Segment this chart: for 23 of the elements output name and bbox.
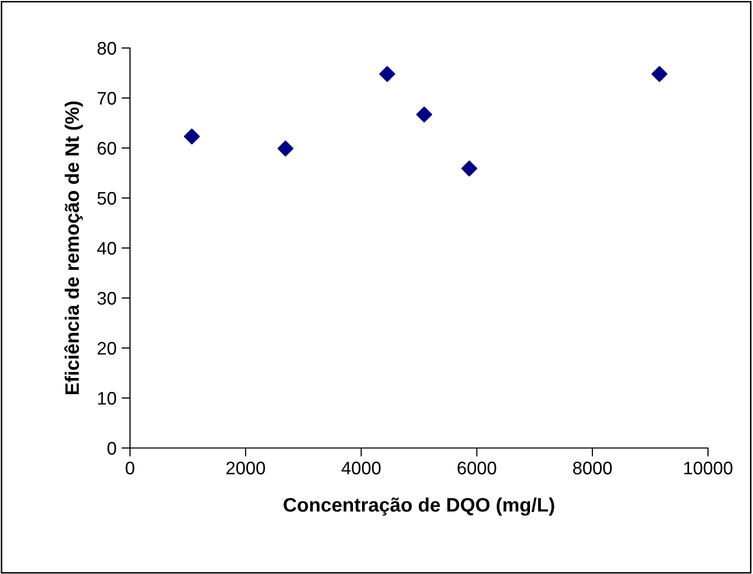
y-tick-label: 0 [107,442,116,455]
x-tick-label: 8000 [573,462,612,474]
x-axis-title: Concentração de DQO (mg/L) [284,497,554,516]
y-axis-title: Eficiência de remoção de Nt (%) [64,101,83,394]
point [278,140,294,156]
y-tick-label: 40 [97,242,116,255]
x-tick-label: 6000 [458,462,496,474]
x-tick-label: 2000 [226,462,265,474]
y-tick-label: 60 [98,142,116,155]
y-tick-label: 80 [98,42,116,55]
x-tick-label: 10000 [684,462,732,474]
point [651,66,668,82]
point [461,160,478,176]
point [416,106,432,122]
y-tick-label: 30 [97,292,116,305]
point [184,128,200,144]
y-tick-label: 10 [98,392,116,405]
x-tick-label: 0 [126,462,134,474]
y-tick-label: 50 [97,192,116,205]
x-tick-label: 4000 [342,462,381,474]
point [379,66,396,82]
y-tick-label: 70 [98,92,116,105]
y-tick-label: 20 [98,342,116,355]
